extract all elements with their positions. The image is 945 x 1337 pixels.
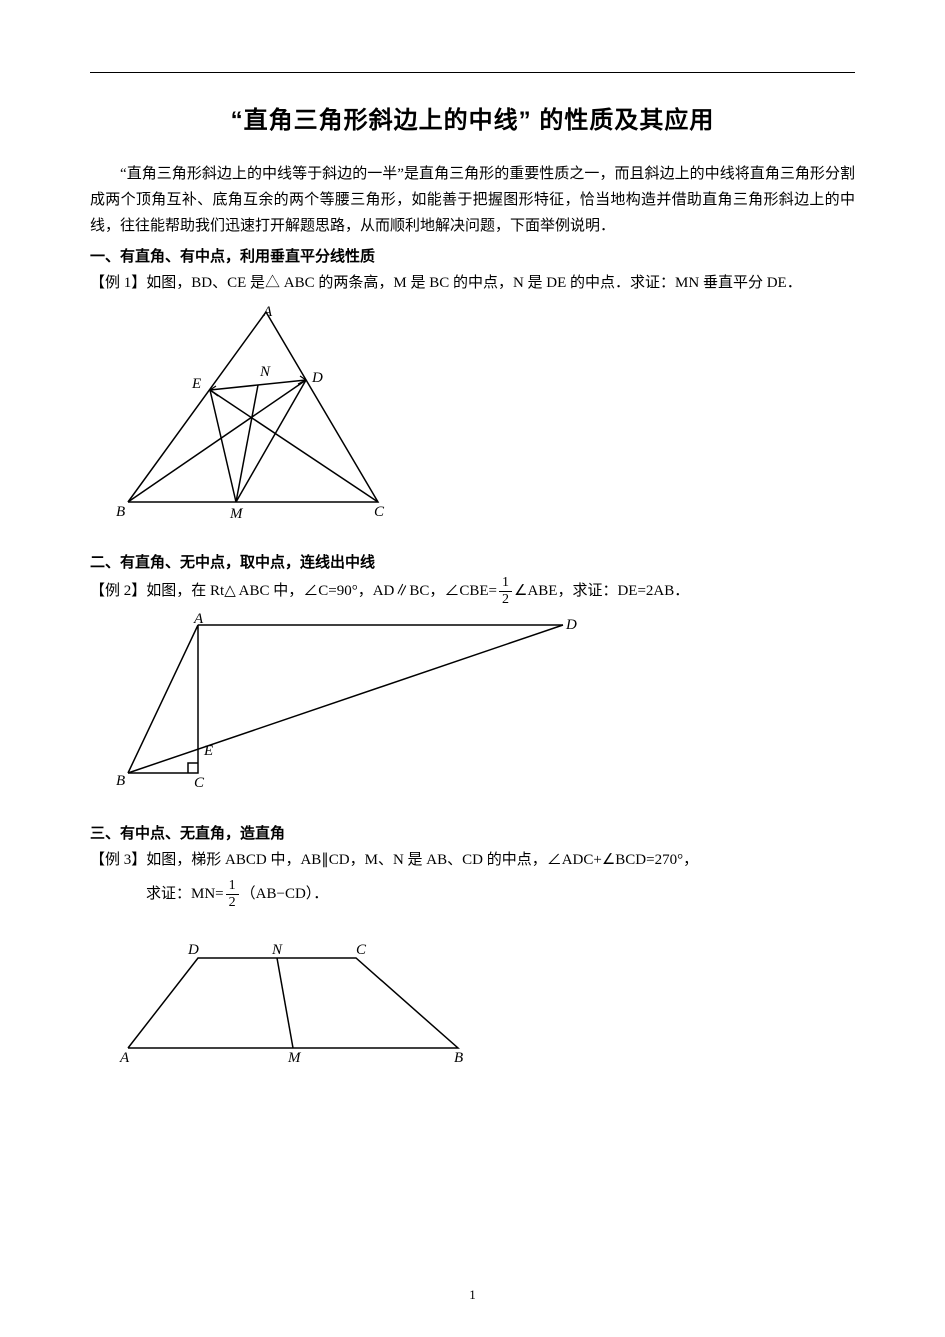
section-1-head: 一、有直角、有中点，利用垂直平分线性质 (90, 245, 855, 266)
label-A3: A (119, 1050, 130, 1066)
frac-den: 2 (499, 592, 512, 607)
example-1: 【例 1】如图，BD、CE 是△ ABC 的两条高，M 是 BC 的中点，N 是… (90, 270, 855, 296)
label-C3: C (356, 942, 367, 958)
page-number: 1 (0, 1287, 945, 1303)
intro-paragraph: “直角三角形斜边上的中线等于斜边的一半”是直角三角形的重要性质之一，而且斜边上的… (90, 161, 855, 239)
label-N: N (259, 364, 271, 380)
frac-num-b: 1 (226, 879, 239, 895)
section-2-head: 二、有直角、无中点，取中点，连线出中线 (90, 551, 855, 572)
page-title: “直角三角形斜边上的中线” 的性质及其应用 (90, 100, 855, 135)
label-B3: B (454, 1050, 463, 1066)
label-D: D (311, 370, 323, 386)
example-3-proof: 求证：MN=12（AB−CD）． (146, 879, 855, 910)
document-page: “直角三角形斜边上的中线” 的性质及其应用 “直角三角形斜边上的中线等于斜边的一… (0, 0, 945, 1337)
label-N3: N (271, 942, 283, 958)
frac-den-b: 2 (226, 895, 239, 910)
example-1-text: 如图，BD、CE 是△ ABC 的两条高，M 是 BC 的中点，N 是 DE 的… (146, 275, 801, 291)
label-E: E (191, 376, 201, 392)
figure-1: A B C D E M N (108, 302, 855, 527)
label-D2: D (565, 617, 577, 633)
example-1-label: 【例 1】 (90, 275, 146, 291)
fraction-1-2: 12 (499, 576, 512, 607)
label-C2: C (194, 775, 205, 791)
label-M: M (229, 506, 244, 522)
fraction-1-2-b: 12 (226, 879, 239, 910)
label-C: C (374, 504, 385, 520)
example-3-text: 如图，梯形 ABCD 中，AB∥CD，M、N 是 AB、CD 的中点，∠ADC+… (146, 852, 698, 868)
example-2-text-suffix: ∠ABE，求证：DE=2AB． (514, 583, 689, 599)
example-2-label: 【例 2】 (90, 583, 146, 599)
label-E2: E (203, 743, 213, 759)
label-D3: D (187, 942, 199, 958)
label-B2: B (116, 773, 125, 789)
top-rule (90, 72, 855, 73)
label-B: B (116, 504, 125, 520)
frac-num: 1 (499, 576, 512, 592)
example-3-label: 【例 3】 (90, 852, 146, 868)
figure-2: A B C D E (108, 613, 855, 798)
example-3: 【例 3】如图，梯形 ABCD 中，AB∥CD，M、N 是 AB、CD 的中点，… (90, 847, 855, 873)
label-M3: M (287, 1050, 302, 1066)
proof-prefix: 求证：MN= (146, 886, 224, 902)
example-2-text-prefix: 如图，在 Rt△ ABC 中，∠C=90°，AD∥BC，∠CBE= (146, 583, 497, 599)
example-2: 【例 2】如图，在 Rt△ ABC 中，∠C=90°，AD∥BC，∠CBE=12… (90, 576, 855, 607)
section-3-head: 三、有中点、无直角，造直角 (90, 822, 855, 843)
proof-suffix: （AB−CD）． (241, 886, 329, 902)
label-A: A (262, 304, 273, 320)
figure-3: A B C D M N (108, 938, 855, 1073)
label-A2: A (193, 613, 204, 627)
